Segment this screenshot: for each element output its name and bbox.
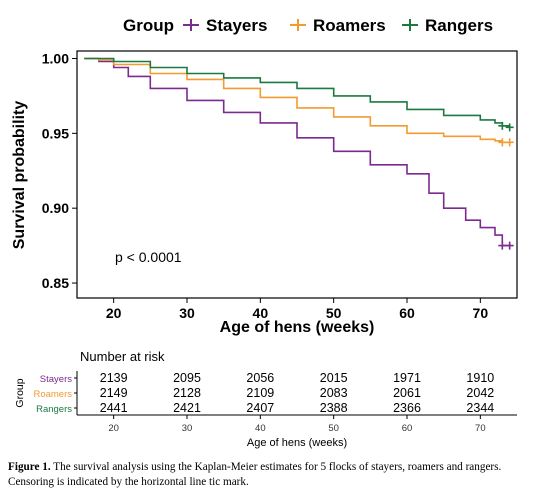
risk-cell-rangers: 2366 [393, 401, 421, 415]
risk-cell-stayers: 2139 [100, 371, 128, 385]
risk-x-tick-label: 60 [402, 423, 413, 434]
y-tick-label: 0.85 [42, 275, 69, 291]
risk-x-tick-label: 20 [108, 423, 119, 434]
risk-cell-rangers: 2441 [100, 401, 128, 415]
caption-text: The survival analysis using the Kaplan-M… [8, 461, 502, 488]
y-tick-label: 1.00 [42, 50, 69, 66]
censor-mark-stayers [498, 241, 507, 250]
series-line-roamers [84, 57, 510, 144]
risk-cell-roamers: 2128 [173, 386, 201, 400]
risk-row-label-roamers: Roamers [33, 389, 72, 400]
risk-cell-rangers: 2407 [246, 401, 274, 415]
p-value-annotation: p < 0.0001 [115, 249, 182, 265]
plot-frame [76, 50, 518, 299]
risk-cell-roamers: 2061 [393, 386, 421, 400]
risk-x-tick-label: 30 [182, 423, 193, 434]
x-tick-label: 50 [326, 305, 342, 321]
risk-cell-stayers: 1910 [466, 371, 494, 385]
censor-mark-rangers [498, 121, 507, 130]
risk-cell-rangers: 2344 [466, 401, 494, 415]
y-axis-label: Survival probability [11, 101, 28, 250]
risk-row-label-rangers: Rangers [36, 404, 72, 415]
risk-table-x-label: Age of hens (weeks) [247, 437, 347, 449]
x-tick-label: 40 [253, 305, 269, 321]
figure-caption: Figure 1. The survival analysis using th… [8, 460, 540, 490]
risk-table-x-ticks: 20 30 40 50 60 70 [108, 415, 486, 434]
risk-cell-rangers: 2388 [320, 401, 348, 415]
x-axis-label: Age of hens (weeks) [220, 319, 375, 336]
censor-mark-rangers [505, 123, 514, 132]
risk-row-label-stayers: Stayers [40, 374, 72, 385]
censor-mark-roamers [505, 138, 514, 147]
risk-cell-roamers: 2083 [320, 386, 348, 400]
legend-label-rangers: Rangers [425, 16, 493, 35]
series-line-stayers [84, 57, 510, 247]
series-line-rangers [84, 57, 511, 128]
risk-cell-stayers: 2095 [173, 371, 201, 385]
x-axis: 20 30 40 50 60 70 [106, 298, 488, 321]
legend-label-roamers: Roamers [313, 16, 386, 35]
x-tick-label: 20 [106, 305, 122, 321]
y-tick-label: 0.95 [42, 125, 69, 141]
km-plot: 0.85 0.90 0.95 1.00 20 30 40 50 60 70 p < 0.0001… [11, 50, 518, 336]
y-axis: 0.85 0.90 0.95 1.00 [42, 50, 77, 291]
risk-cell-roamers: 2042 [466, 386, 494, 400]
risk-cell-rangers: 2421 [173, 401, 201, 415]
risk-table: Number at risk Group Stayers 2139 2095 2056… [14, 349, 517, 449]
risk-table-title: Number at risk [80, 349, 165, 364]
risk-x-tick-label: 50 [328, 423, 339, 434]
y-tick-label: 0.90 [42, 200, 69, 216]
x-tick-label: 30 [179, 305, 195, 321]
censor-mark-stayers [505, 241, 514, 250]
risk-table-rows: Stayers 2139 2095 2056 2015 1971 1910 Roamers 21… [33, 371, 494, 415]
censor-mark-roamers [498, 138, 507, 147]
legend: Group Stayers Roamers Rangers [123, 16, 493, 35]
risk-x-tick-label: 40 [255, 423, 266, 434]
risk-cell-stayers: 2056 [246, 371, 274, 385]
risk-x-tick-label: 70 [475, 423, 486, 434]
series-layer [84, 57, 514, 250]
caption-label: Figure 1. [8, 461, 51, 473]
risk-cell-roamers: 2109 [246, 386, 274, 400]
x-tick-label: 60 [399, 305, 415, 321]
km-figure: Group Stayers Roamers Rangers 0.85 0.90 0.95… [11, 16, 518, 449]
legend-title: Group [123, 16, 174, 35]
risk-table-y-label: Group [14, 378, 26, 407]
risk-cell-roamers: 2149 [100, 386, 128, 400]
x-tick-label: 70 [473, 305, 489, 321]
risk-cell-stayers: 2015 [320, 371, 348, 385]
risk-cell-stayers: 1971 [393, 371, 421, 385]
legend-label-stayers: Stayers [206, 16, 267, 35]
